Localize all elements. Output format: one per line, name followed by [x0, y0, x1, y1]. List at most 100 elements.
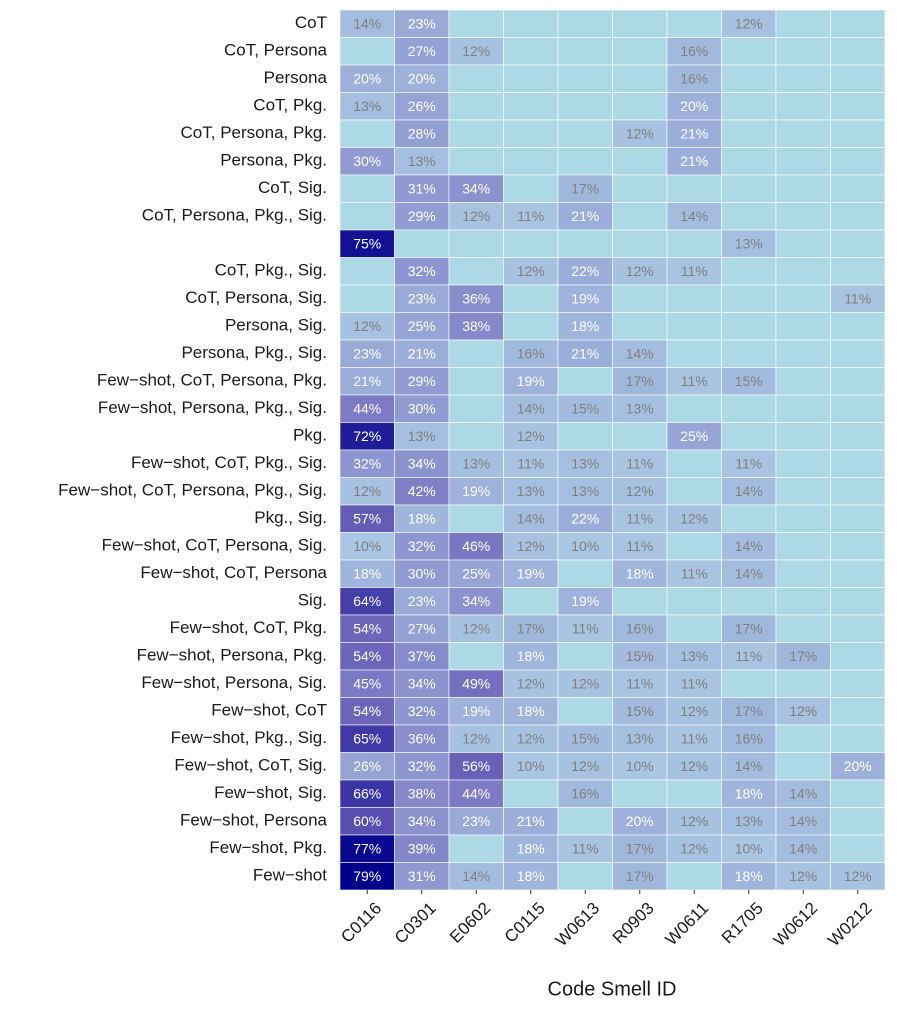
cell-label: 46%: [462, 538, 490, 554]
y-tick-label: Persona, Pkg.: [220, 151, 327, 170]
empty-cell: [612, 174, 668, 203]
cell-label: 32%: [408, 758, 436, 774]
cell-label: 14%: [517, 400, 545, 416]
heatmap-cell: [448, 807, 504, 836]
cell-label: 20%: [353, 70, 381, 86]
empty-cell: [339, 174, 395, 203]
cell-label: 10%: [735, 840, 763, 856]
cell-label: 64%: [353, 593, 381, 609]
cell-label: 12%: [680, 813, 708, 829]
heatmap-cell: [394, 614, 450, 643]
cell-label: 23%: [353, 345, 381, 361]
heatmap-cell: [394, 9, 450, 38]
cell-label: 16%: [517, 345, 545, 361]
cell-label: 37%: [408, 648, 436, 664]
heatmap-cell: [612, 834, 668, 863]
cell-label: 12%: [844, 868, 872, 884]
cell-label: 15%: [626, 703, 654, 719]
cell-label: 11%: [572, 620, 599, 636]
cell-label: 17%: [735, 620, 763, 636]
heatmap-cell: [721, 779, 777, 808]
empty-cell: [448, 92, 504, 121]
cell-label: 30%: [353, 153, 381, 169]
cell-label: 16%: [571, 785, 599, 801]
cell-label: 14%: [680, 208, 708, 224]
empty-cell: [830, 449, 886, 478]
y-tick-label: CoT, Persona, Pkg.: [181, 123, 327, 142]
empty-cell: [830, 559, 886, 588]
x-axis-title: Code Smell ID: [548, 978, 677, 1000]
empty-cell: [557, 367, 613, 396]
cell-label: 21%: [680, 125, 708, 141]
cell-label: 26%: [353, 758, 381, 774]
heatmap-cell: [394, 174, 450, 203]
heatmap-cell: [503, 422, 559, 451]
x-tick-label: W0212: [824, 899, 876, 951]
heatmap-cell: [830, 752, 886, 781]
y-tick-label: Few−shot, CoT, Pkg.: [170, 618, 327, 637]
cell-label: 19%: [517, 373, 545, 389]
empty-cell: [775, 449, 831, 478]
y-tick-label: Few−shot, CoT, Persona, Pkg., Sig.: [58, 481, 327, 500]
empty-cell: [775, 147, 831, 176]
cell-label: 54%: [353, 703, 381, 719]
cell-label: 13%: [735, 813, 763, 829]
heatmap-cell: [557, 504, 613, 533]
cell-label: 15%: [571, 400, 599, 416]
empty-cell: [666, 312, 722, 341]
heatmap-cell: [666, 642, 722, 671]
x-tick-label: R0903: [609, 899, 658, 948]
empty-cell: [721, 119, 777, 148]
empty-cell: [557, 697, 613, 726]
heatmap-cell: [394, 64, 450, 93]
cell-label: 32%: [408, 538, 436, 554]
cell-label: 12%: [353, 318, 381, 334]
empty-cell: [394, 229, 450, 258]
cell-label: 20%: [680, 98, 708, 114]
cell-label: 23%: [408, 15, 436, 31]
empty-cell: [775, 394, 831, 423]
heatmap-cell: [612, 752, 668, 781]
y-tick-label: Few−shot, CoT, Pkg., Sig.: [131, 453, 327, 472]
heatmap-cell: [503, 532, 559, 561]
heatmap-cell: [612, 862, 668, 891]
heatmap-cell: [775, 697, 831, 726]
cell-label: 19%: [517, 565, 545, 581]
cell-label: 20%: [408, 70, 436, 86]
heatmap-cell: [394, 367, 450, 396]
y-tick-label: Few−shot, Persona, Sig.: [141, 673, 327, 692]
y-tick-label: Persona, Sig.: [225, 316, 327, 335]
empty-cell: [775, 669, 831, 698]
cell-label: 12%: [517, 538, 545, 554]
empty-cell: [503, 9, 559, 38]
heatmap-cell: [503, 449, 559, 478]
cell-label: 18%: [735, 868, 763, 884]
heatmap-cell: [666, 669, 722, 698]
empty-cell: [666, 614, 722, 643]
y-tick-label: CoT: [295, 13, 327, 32]
cell-label: 14%: [735, 483, 763, 499]
cell-label: 11%: [517, 455, 544, 471]
cell-label: 13%: [571, 483, 599, 499]
heatmap-cell: [394, 642, 450, 671]
empty-cell: [503, 587, 559, 616]
heatmap-cell: [612, 532, 668, 561]
heatmap-cell: [503, 724, 559, 753]
empty-cell: [830, 64, 886, 93]
empty-cell: [339, 119, 395, 148]
cell-label: 42%: [408, 483, 436, 499]
cell-label: 18%: [735, 785, 763, 801]
empty-cell: [503, 779, 559, 808]
cell-label: 16%: [680, 43, 708, 59]
empty-cell: [721, 174, 777, 203]
cell-label: 30%: [408, 400, 436, 416]
heatmap-cell: [503, 477, 559, 506]
cell-label: 21%: [353, 373, 381, 389]
heatmap-cell: [448, 587, 504, 616]
empty-cell: [448, 257, 504, 286]
empty-cell: [503, 174, 559, 203]
cell-label: 72%: [353, 428, 381, 444]
empty-cell: [721, 147, 777, 176]
empty-cell: [775, 504, 831, 533]
empty-cell: [557, 642, 613, 671]
